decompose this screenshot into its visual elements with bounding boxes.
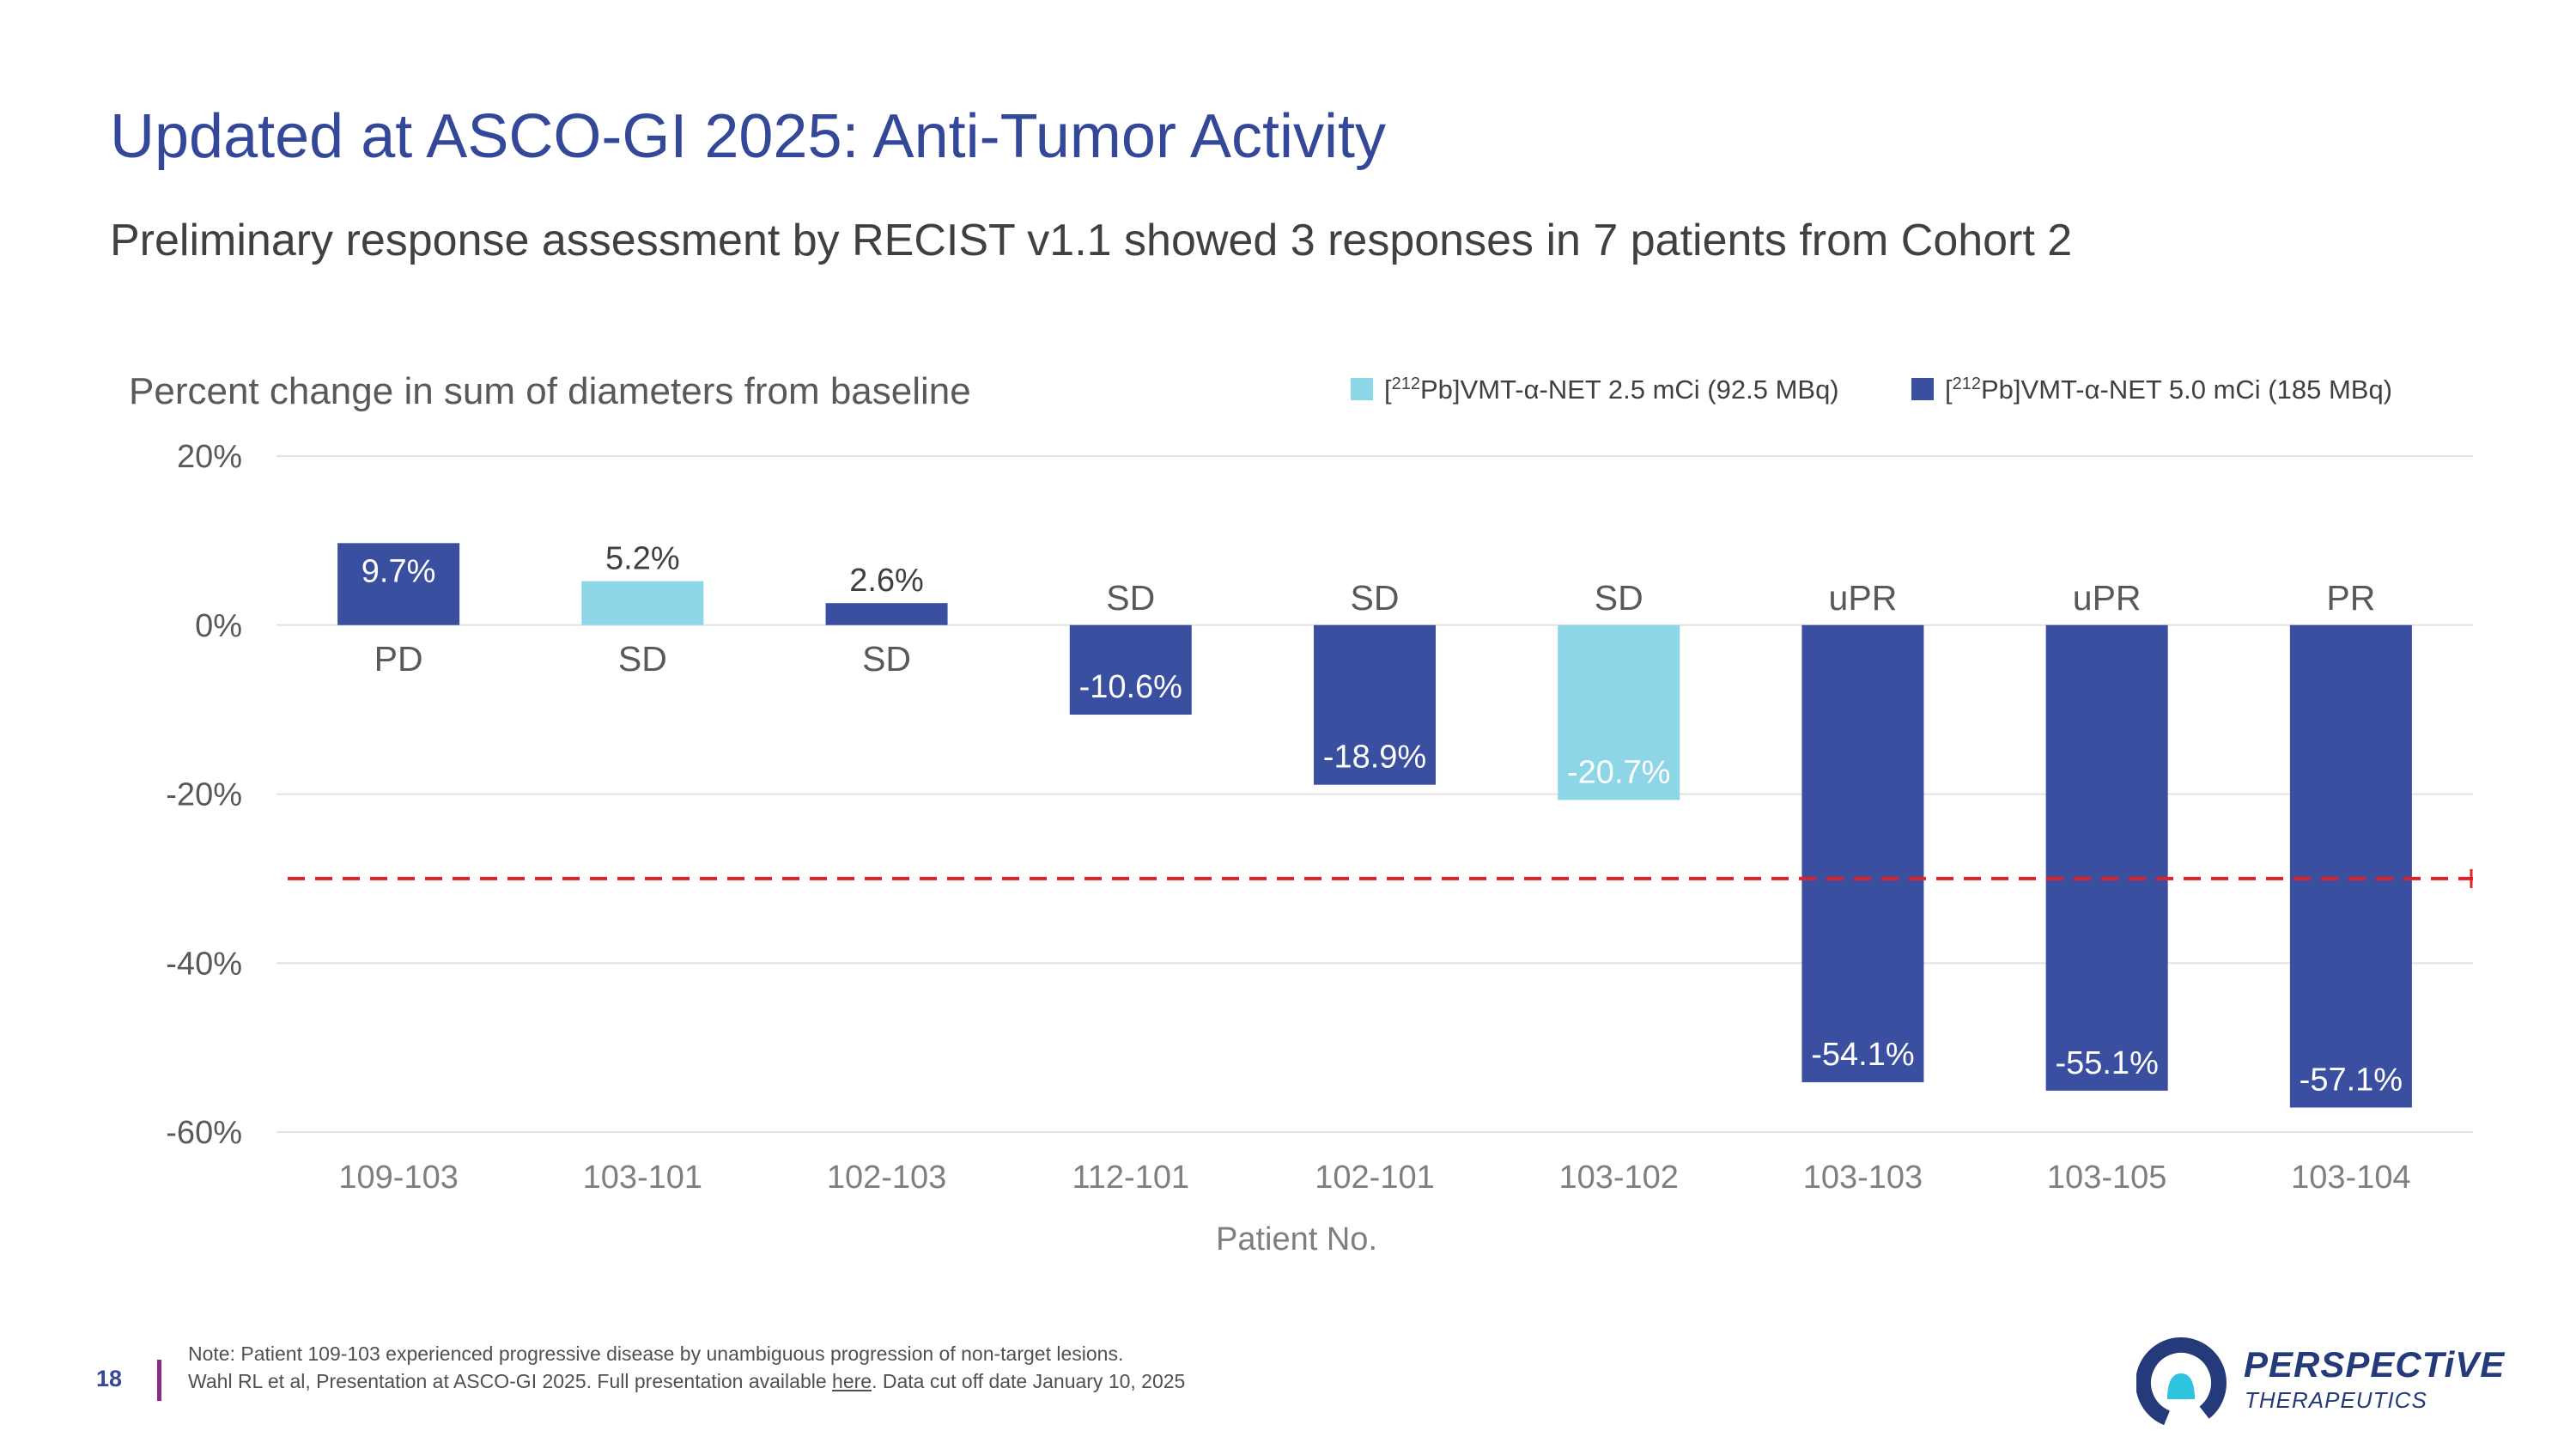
value-label: 2.6% <box>849 563 924 599</box>
y-tick-label: -40% <box>166 946 242 982</box>
response-label: SD <box>618 639 667 679</box>
logo-name: PERSPECTiVE <box>2244 1344 2506 1385</box>
chart-title: Percent change in sum of diameters from … <box>129 370 971 412</box>
legend-label-light: [212Pb]VMT-α-NET 2.5 mCi (92.5 MBq) <box>1384 374 1839 405</box>
logo-subtitle: THERAPEUTICS <box>2245 1387 2427 1413</box>
y-tick-label: 20% <box>177 439 242 475</box>
footnote: Note: Patient 109-103 experienced progre… <box>188 1340 1185 1395</box>
footnote-citation: Wahl RL et al, Presentation at ASCO-GI 2… <box>188 1370 1186 1392</box>
value-label: -54.1% <box>1811 1037 1914 1073</box>
bar-102-103 <box>825 603 948 625</box>
x-tick-label: 103-101 <box>583 1160 702 1196</box>
company-logo: PERSPECTiVE THERAPEUTICS <box>2136 1336 2540 1430</box>
slide-subtitle: Preliminary response assessment by RECIS… <box>110 216 2073 265</box>
response-label: uPR <box>1829 578 1898 618</box>
y-tick-label: 0% <box>195 608 242 644</box>
value-label: 9.7% <box>361 553 436 589</box>
bar-103-105 <box>2045 624 2168 1091</box>
y-tick-label: -20% <box>166 777 242 813</box>
x-tick-label: 103-105 <box>2047 1160 2166 1196</box>
legend-swatch-light <box>1351 378 1373 400</box>
legend-label-dark: [212Pb]VMT-α-NET 5.0 mCi (185 MBq) <box>1945 374 2392 405</box>
bar-102-101 <box>1314 624 1436 785</box>
response-label: PD <box>374 639 423 679</box>
logo-mark-icon <box>2136 1337 2227 1428</box>
page-number: 18 <box>96 1366 123 1391</box>
value-label: 5.2% <box>605 541 680 577</box>
x-tick-label: 103-104 <box>2291 1160 2410 1196</box>
response-label: PR <box>2326 578 2375 618</box>
response-label: SD <box>1106 578 1155 618</box>
value-label: -55.1% <box>2055 1045 2158 1081</box>
value-label: -10.6% <box>1079 669 1182 705</box>
page-divider <box>157 1360 161 1401</box>
bar-112-101 <box>1069 624 1192 715</box>
x-tick-label: 102-103 <box>827 1160 946 1196</box>
y-tick-label: -60% <box>166 1115 242 1151</box>
chart-legend: [212Pb]VMT-α-NET 2.5 mCi (92.5 MBq) [212… <box>1351 374 2392 405</box>
bar-103-101 <box>581 581 704 625</box>
bar-103-104 <box>2289 624 2412 1108</box>
here-link[interactable]: here <box>832 1370 872 1392</box>
response-label: SD <box>1351 578 1400 618</box>
x-tick-label: 102-101 <box>1315 1160 1434 1196</box>
response-label: SD <box>862 639 911 679</box>
bar-109-103 <box>337 543 460 625</box>
x-tick-label: 112-101 <box>1072 1160 1189 1196</box>
x-axis-label: Patient No. <box>1216 1221 1377 1257</box>
response-label: uPR <box>2073 578 2142 618</box>
value-label: -18.9% <box>1323 740 1426 776</box>
footnote-note: Note: Patient 109-103 experienced progre… <box>188 1342 1124 1365</box>
value-label: -57.1% <box>2300 1062 2403 1098</box>
legend-swatch-dark <box>1911 378 1934 400</box>
x-tick-label: 103-103 <box>1803 1160 1923 1196</box>
value-label: -20.7% <box>1567 754 1670 790</box>
x-tick-label: 103-102 <box>1558 1160 1678 1196</box>
bar-103-102 <box>1558 624 1680 801</box>
response-label: SD <box>1595 578 1643 618</box>
slide-title: Updated at ASCO-GI 2025: Anti-Tumor Acti… <box>110 102 1386 171</box>
bar-103-103 <box>1801 624 1924 1082</box>
x-tick-label: 109-103 <box>338 1160 458 1196</box>
